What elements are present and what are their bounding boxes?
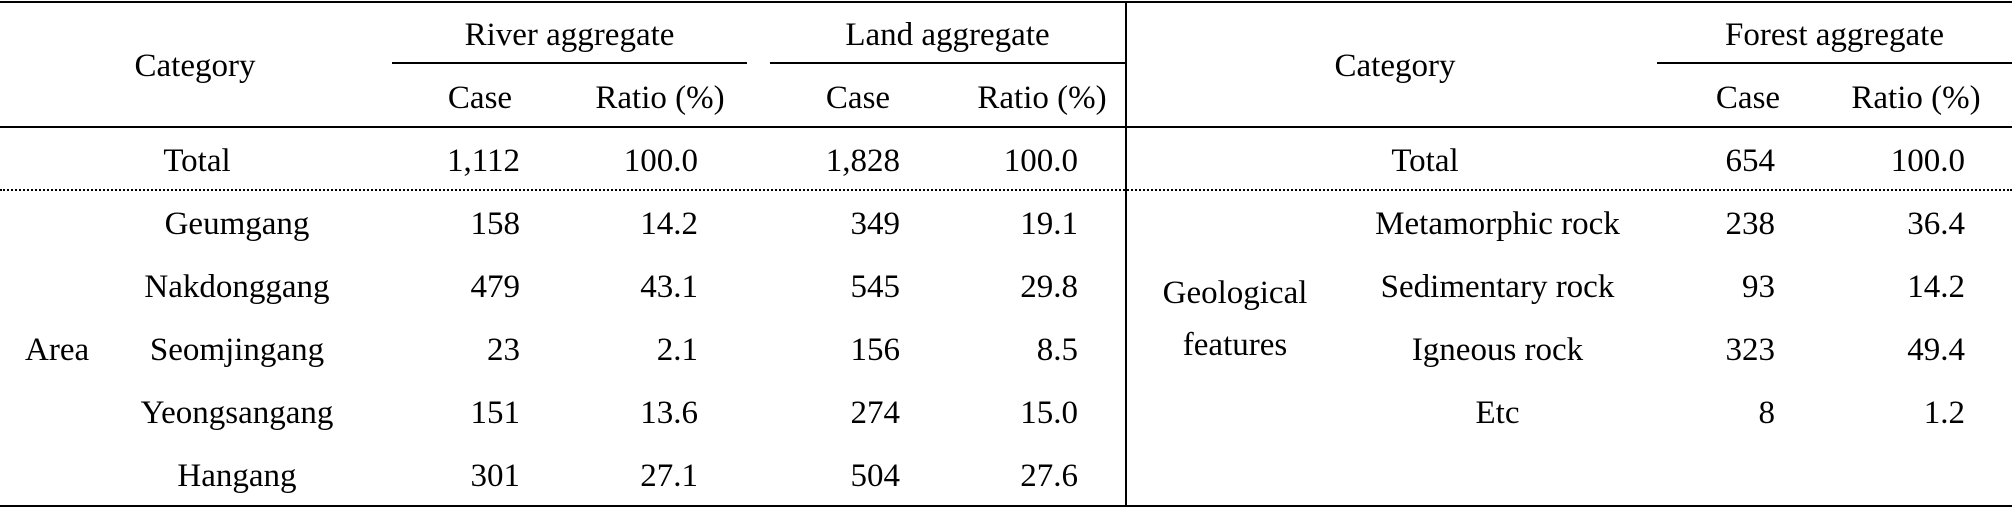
river-case: 301: [470, 458, 521, 494]
forest-total-case: 654: [1725, 143, 1776, 179]
forest-case: 93: [1742, 269, 1775, 305]
river-ratio-header: Ratio (%): [595, 80, 725, 116]
river-aggregate-header: River aggregate: [464, 17, 675, 53]
top-rule: [0, 1, 2012, 3]
land-ratio: 27.6: [1020, 458, 1078, 494]
forest-ratio: 49.4: [1907, 332, 1965, 368]
row-name: Hangang: [177, 458, 297, 494]
right-category-header: Category: [1334, 48, 1456, 84]
forest-ratio: 36.4: [1907, 206, 1965, 242]
river-ratio: 43.1: [640, 269, 698, 305]
row-name: Sedimentary rock: [1380, 269, 1615, 305]
area-group-label: Area: [25, 332, 90, 368]
row-name: Seomjingang: [149, 332, 325, 368]
header-bottom-rule: [0, 126, 2012, 128]
land-ratio: 8.5: [1036, 332, 1078, 368]
row-name: Nakdonggang: [144, 269, 330, 305]
river-group-rule: [392, 62, 747, 64]
land-ratio: 29.8: [1020, 269, 1078, 305]
land-case: 349: [850, 206, 901, 242]
river-case: 23: [487, 332, 520, 368]
land-aggregate-header: Land aggregate: [845, 17, 1050, 53]
land-total-ratio: 100.0: [1003, 143, 1078, 179]
forest-case: 8: [1758, 395, 1776, 431]
forest-aggregate-header: Forest aggregate: [1725, 17, 1944, 53]
river-case: 158: [470, 206, 521, 242]
forest-case: 238: [1725, 206, 1776, 242]
land-ratio: 15.0: [1020, 395, 1078, 431]
land-case: 156: [850, 332, 901, 368]
river-total-ratio: 100.0: [623, 143, 698, 179]
forest-group-rule: [1657, 62, 2012, 64]
row-name: Metamorphic rock: [1375, 206, 1620, 242]
row-name: Geumgang: [164, 206, 310, 242]
river-ratio: 27.1: [640, 458, 698, 494]
row-name: Etc: [1475, 395, 1520, 431]
river-ratio: 13.6: [640, 395, 698, 431]
total-dotted-rule: [0, 189, 2012, 191]
forest-ratio: 14.2: [1907, 269, 1965, 305]
row-name: Yeongsangang: [140, 395, 334, 431]
land-ratio-header: Ratio (%): [977, 80, 1107, 116]
forest-total-ratio: 100.0: [1890, 143, 1965, 179]
river-total-case: 1,112: [446, 143, 520, 179]
forest-ratio: 1.2: [1923, 395, 1965, 431]
land-group-rule: [770, 62, 1125, 64]
land-case: 545: [850, 269, 901, 305]
bottom-rule: [0, 505, 2012, 507]
land-case-header: Case: [825, 80, 891, 116]
right-total-label: Total: [1391, 143, 1459, 179]
geological-features-label-line1: Geological: [1162, 275, 1308, 311]
river-case: 151: [470, 395, 521, 431]
river-ratio: 2.1: [656, 332, 698, 368]
panel-divider: [1125, 1, 1127, 507]
forest-ratio-header: Ratio (%): [1851, 80, 1981, 116]
geological-features-label-line2: features: [1182, 327, 1288, 363]
land-ratio: 19.1: [1020, 206, 1078, 242]
forest-case: 323: [1725, 332, 1776, 368]
river-case: 479: [470, 269, 521, 305]
river-ratio: 14.2: [640, 206, 698, 242]
left-total-label: Total: [163, 143, 231, 179]
land-case: 274: [850, 395, 901, 431]
forest-case-header: Case: [1715, 80, 1781, 116]
river-case-header: Case: [447, 80, 513, 116]
row-name: Igneous rock: [1411, 332, 1584, 368]
land-total-case: 1,828: [825, 143, 900, 179]
land-case: 504: [850, 458, 901, 494]
left-category-header: Category: [134, 48, 256, 84]
